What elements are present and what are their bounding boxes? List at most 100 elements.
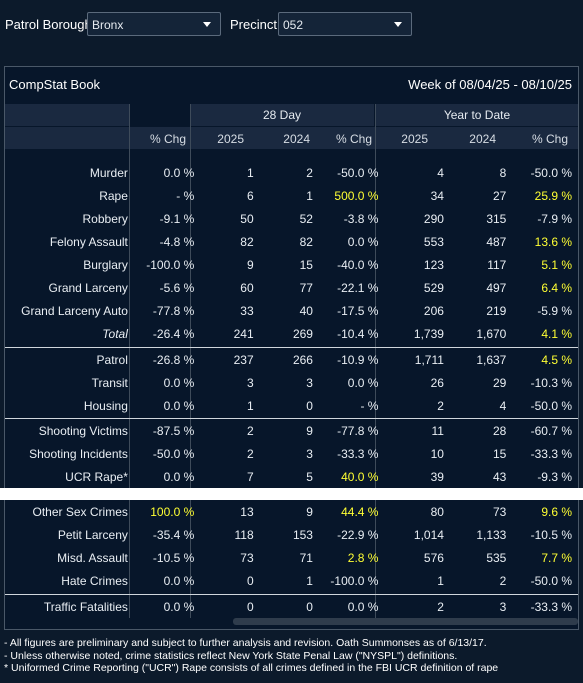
28day-2024: 1 — [306, 188, 313, 203]
ytd-2024: 1,670 — [476, 326, 507, 341]
ytd-2024: 3 — [499, 599, 507, 614]
28day-chg: -40.0 % — [337, 257, 379, 272]
table-row: Grand Larceny Auto -77.8 % 33 40 -17.5 % 206 2… — [5, 299, 578, 322]
ytd-chg: 13.6 % — [534, 234, 572, 249]
column-header-row: % Chg 2025 2024 % Chg 2025 2024 % Chg — [5, 127, 578, 149]
ytd-chg: -50.0 % — [530, 398, 572, 413]
28day-2024: 82 — [299, 234, 313, 249]
row-label: Rape — [99, 188, 128, 203]
28day-chg: 0.0 % — [347, 599, 379, 614]
table-row: Murder 0.0 % 1 2 -50.0 % 4 8 -50.0 % — [5, 161, 578, 184]
week-chg: -35.4 % — [152, 527, 195, 542]
column-divider — [129, 104, 130, 618]
28day-2024: 77 — [299, 280, 313, 295]
borough-select[interactable]: Bronx — [87, 12, 221, 36]
28day-2025: 1 — [246, 398, 254, 413]
section-divider — [5, 418, 578, 419]
28day-chg: 500.0 % — [334, 188, 379, 203]
28day-chg: -22.9 % — [337, 527, 379, 542]
28day-2025: 73 — [240, 550, 254, 565]
row-label: Other Sex Crimes — [32, 504, 128, 519]
ytd-2024: 1,637 — [476, 352, 507, 367]
28day-2024: 2 — [306, 165, 313, 180]
28day-2024: 9 — [306, 423, 313, 438]
28day-2024: 3 — [306, 375, 313, 390]
col-28-2024: 2024 — [283, 132, 310, 146]
ytd-2024: 8 — [499, 165, 507, 180]
table-row: Total -26.4 % 241 269 -10.4 % 1,739 1,670 4.1 % — [5, 322, 578, 345]
ytd-chg: -5.9 % — [537, 303, 572, 318]
ytd-2025: 10 — [430, 446, 444, 461]
row-label: Misd. Assault — [57, 550, 128, 565]
section-divider — [5, 347, 578, 348]
ytd-2024: 28 — [492, 423, 507, 438]
ytd-2025: 206 — [423, 303, 444, 318]
ytd-2025: 34 — [430, 188, 444, 203]
28day-chg: -10.9 % — [337, 352, 379, 367]
week-chg: - % — [176, 188, 195, 203]
table-row: Rape - % 6 1 500.0 % 34 27 25.9 % — [5, 184, 578, 207]
row-label: Traffic Fatalities — [43, 599, 128, 614]
col-ytd-chg: % Chg — [531, 132, 568, 146]
ytd-chg: -33.3 % — [530, 446, 572, 461]
28day-2024: 3 — [306, 446, 313, 461]
ytd-2024: 497 — [486, 280, 507, 295]
group-header-week — [5, 104, 129, 126]
28day-chg: -22.1 % — [337, 280, 379, 295]
28day-2024: 0 — [306, 398, 313, 413]
28day-2024: 15 — [299, 257, 313, 272]
filter-bar: Patrol Borough: Bronx Precinct: 052 — [0, 0, 583, 50]
28day-2025: 0 — [246, 599, 254, 614]
chevron-down-icon — [203, 22, 211, 27]
table-row: Misd. Assault -10.5 % 73 71 2.8 % 576 535 7.7 % — [5, 546, 578, 569]
ytd-2024: 487 — [486, 234, 507, 249]
borough-label: Patrol Borough: — [5, 17, 96, 32]
28day-2024: 9 — [306, 504, 313, 519]
table-row: Patrol -26.8 % 237 266 -10.9 % 1,711 1,637 4.5 … — [5, 348, 578, 371]
row-label: Murder — [89, 165, 128, 180]
row-label: Housing — [83, 398, 128, 413]
28day-2024: 266 — [292, 352, 313, 367]
28day-2025: 82 — [240, 234, 254, 249]
horizontal-scrollbar[interactable] — [233, 618, 578, 625]
28day-2025: 0 — [246, 573, 254, 588]
28day-2024: 269 — [292, 326, 313, 341]
footnote: * Uniformed Crime Reporting ("UCR") Rape… — [4, 662, 499, 674]
table-section-traffic: Traffic Fatalities 0.0 % 0 0 0.0 % 2 3 -33.3 % — [5, 595, 578, 618]
column-divider — [190, 104, 191, 618]
row-label: Burglary — [83, 257, 128, 272]
section-divider — [5, 594, 578, 595]
chevron-down-icon — [394, 22, 402, 27]
ytd-chg: 9.6 % — [541, 504, 572, 519]
ytd-2025: 4 — [437, 165, 444, 180]
row-label: Grand Larceny Auto — [21, 303, 128, 318]
week-chg: -87.5 % — [152, 423, 195, 438]
week-chg: -26.8 % — [152, 352, 195, 367]
28day-2025: 6 — [246, 188, 254, 203]
ytd-2025: 2 — [437, 398, 444, 413]
ytd-2025: 80 — [430, 504, 444, 519]
ytd-2024: 219 — [486, 303, 507, 318]
28day-chg: 0.0 % — [347, 375, 379, 390]
ytd-chg: -9.3 % — [537, 469, 572, 484]
table-section-shootings: Shooting Victims -87.5 % 2 9 -77.8 % 11 28 -60.… — [5, 419, 578, 488]
ytd-2025: 1,739 — [413, 326, 444, 341]
precinct-select-value: 052 — [283, 18, 304, 32]
week-chg: 0.0 % — [163, 165, 195, 180]
col-28-chg: % Chg — [335, 132, 372, 146]
table-row: Other Sex Crimes 100.0 % 13 9 44.4 % 80 73 9.6 … — [5, 500, 578, 523]
week-chg: -26.4 % — [152, 326, 195, 341]
week-chg: 0.0 % — [163, 375, 195, 390]
ytd-2024: 1,133 — [476, 527, 507, 542]
ytd-2024: 535 — [486, 550, 507, 565]
precinct-select[interactable]: 052 — [278, 12, 412, 36]
ytd-2024: 29 — [492, 375, 507, 390]
28day-2025: 7 — [246, 469, 254, 484]
week-chg: -5.6 % — [159, 280, 195, 295]
table-row: Transit 0.0 % 3 3 0.0 % 26 29 -10.3 % — [5, 371, 578, 394]
28day-2024: 71 — [299, 550, 313, 565]
borough-select-value: Bronx — [92, 18, 124, 32]
week-chg: 0.0 % — [163, 398, 195, 413]
row-label: Shooting Victims — [38, 423, 128, 438]
28day-2025: 50 — [240, 211, 254, 226]
